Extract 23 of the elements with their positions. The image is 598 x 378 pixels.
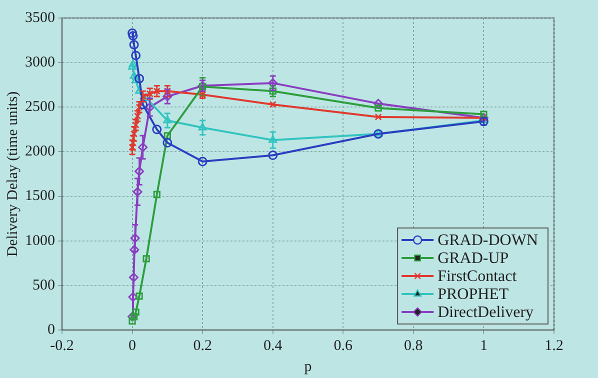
legend-label: GRAD-UP [438, 250, 509, 268]
x-tick-label: 0 [128, 338, 136, 354]
y-tick-label: 500 [32, 277, 55, 294]
y-tick-label: 0 [48, 322, 55, 338]
x-tick-label: 1.2 [544, 338, 564, 354]
legend-label: DirectDelivery [438, 304, 534, 322]
x-tick-label: 1 [480, 338, 488, 354]
y-tick-label: 1000 [25, 232, 55, 249]
y-axis-title: Delivery Delay (time units) [4, 91, 21, 257]
x-tick-label: 0.4 [263, 338, 283, 354]
y-tick-label: 3500 [25, 10, 55, 26]
legend-label: FirstContact [438, 268, 518, 286]
legend-label: GRAD-DOWN [438, 232, 538, 250]
y-tick-label: 1500 [25, 188, 55, 204]
x-tick-label: 0.6 [334, 338, 354, 354]
x-axis-title: p [304, 358, 312, 375]
y-tick-label: 2500 [25, 99, 55, 116]
y-tick-label: 3000 [25, 54, 55, 71]
x-tick-label: -0.2 [50, 338, 74, 354]
y-tick-label: 2000 [25, 144, 55, 160]
legend-label: PROPHET [438, 286, 509, 304]
x-tick-label: 0.8 [404, 338, 423, 354]
x-tick-label: 0.2 [193, 338, 212, 354]
